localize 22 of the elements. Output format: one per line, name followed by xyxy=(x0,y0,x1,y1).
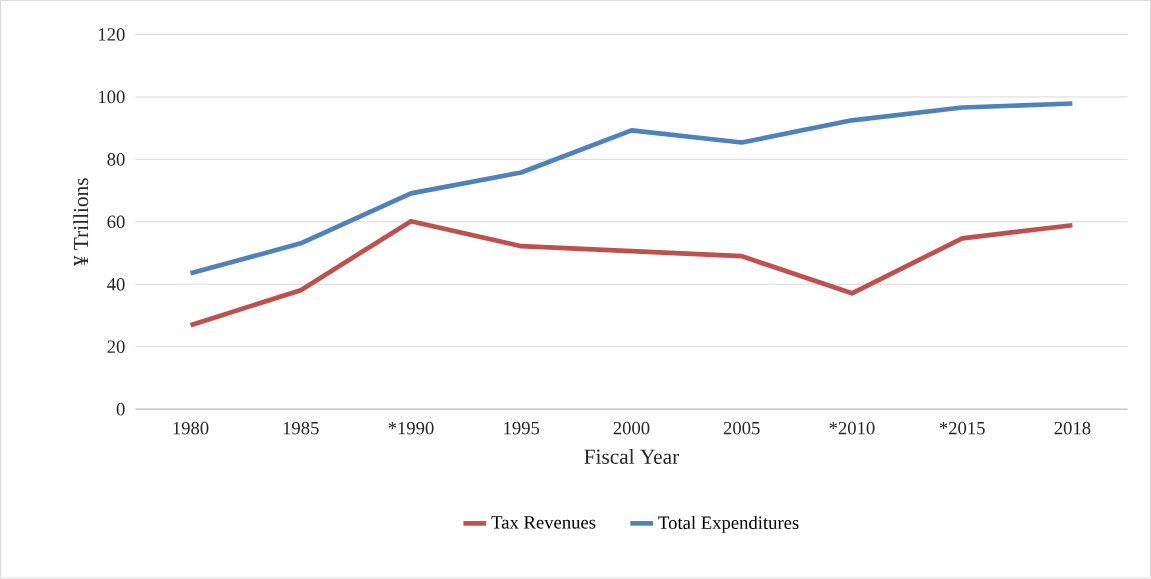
legend-label: Total Expenditures xyxy=(658,516,799,534)
y-tick-label: 40 xyxy=(107,278,125,291)
x-tick-label: *2010 xyxy=(829,422,875,435)
line-series xyxy=(188,219,1075,328)
x-tick-label: 1980 xyxy=(173,422,209,435)
line-series xyxy=(188,101,1075,276)
y-tick-label: 100 xyxy=(99,90,125,104)
x-tick-label: 2005 xyxy=(723,422,760,435)
legend-label: Tax Revenues xyxy=(491,516,596,529)
x-tick-label: *1990 xyxy=(388,422,434,435)
y-tick-label: 120 xyxy=(99,28,125,42)
x-tick-label: *2015 xyxy=(939,422,985,435)
x-axis-title: Fiscal Year xyxy=(584,449,680,465)
x-tick-label: 1985 xyxy=(283,422,319,435)
y-axis-title: ¥ Trillions xyxy=(73,178,89,267)
x-tick-label: 2000 xyxy=(613,422,650,435)
y-tick-label: 80 xyxy=(107,153,125,166)
x-tick-label: 1995 xyxy=(504,422,540,435)
y-tick-label: 0 xyxy=(116,403,125,416)
y-tick-label: 20 xyxy=(107,340,125,354)
x-tick-label: 2018 xyxy=(1054,422,1091,435)
y-tick-label: 60 xyxy=(107,215,125,229)
